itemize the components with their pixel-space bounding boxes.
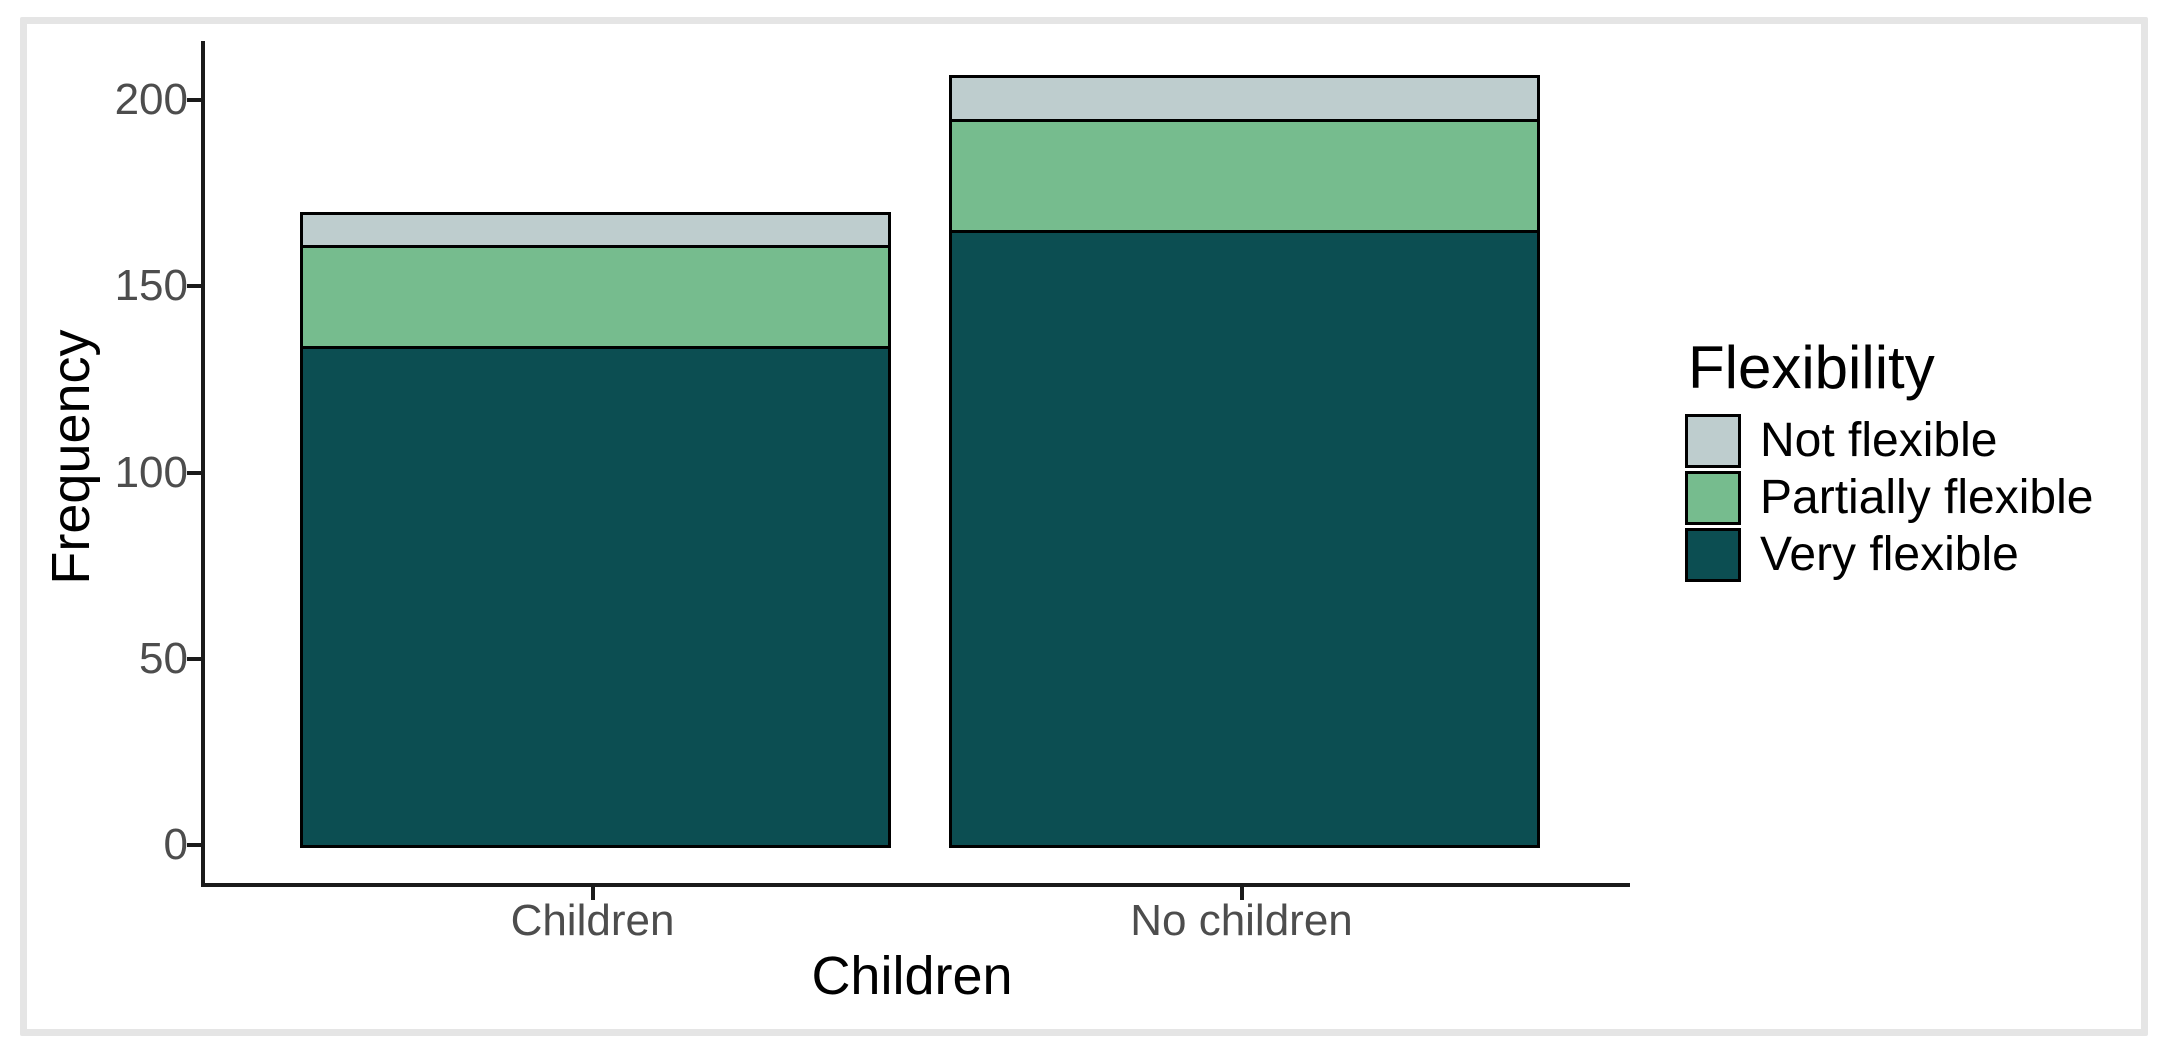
legend-key-very-flexible [1685,528,1741,582]
y-axis-tick-mark [187,98,201,102]
x-axis-line [201,883,1630,887]
y-axis-tick-mark [187,284,201,289]
bar-segment-partially-flexible [303,245,888,346]
x-axis-category-label: Children [510,896,675,945]
y-axis-tick-label: 50 [139,633,188,683]
bar-segment-very-flexible [303,345,888,845]
legend-title: Flexibility [1688,334,1935,401]
x-axis-tick-mark [590,887,595,900]
legend-label-not-flexible: Not flexible [1760,414,1998,467]
legend-label-partially-flexible: Partially flexible [1760,471,2094,524]
y-axis-title: Frequency [41,329,101,585]
legend-key-not-flexible [1685,414,1741,468]
y-axis-tick-mark [187,843,201,847]
y-axis-line [201,41,205,887]
bar-segment-not-flexible [303,215,888,246]
y-axis-tick-label: 150 [114,261,188,311]
bar-children [300,212,891,848]
x-axis-category-label: No children [1130,896,1353,945]
bar-segment-not-flexible [952,77,1537,119]
legend-key-partially-flexible [1685,471,1741,525]
legend-label-very-flexible: Very flexible [1760,528,2019,581]
y-axis-tick-mark [187,656,201,661]
y-axis-tick-mark [187,470,201,475]
x-axis-tick-mark [1239,887,1244,900]
bar-segment-partially-flexible [952,118,1537,231]
y-axis-tick-label: 100 [114,447,188,497]
y-axis-tick-label: 200 [114,75,188,124]
bar-segment-very-flexible [952,230,1537,845]
x-axis-title: Children [811,946,1013,1006]
bar-no-children [949,74,1540,848]
y-axis-tick-label: 0 [163,820,188,869]
